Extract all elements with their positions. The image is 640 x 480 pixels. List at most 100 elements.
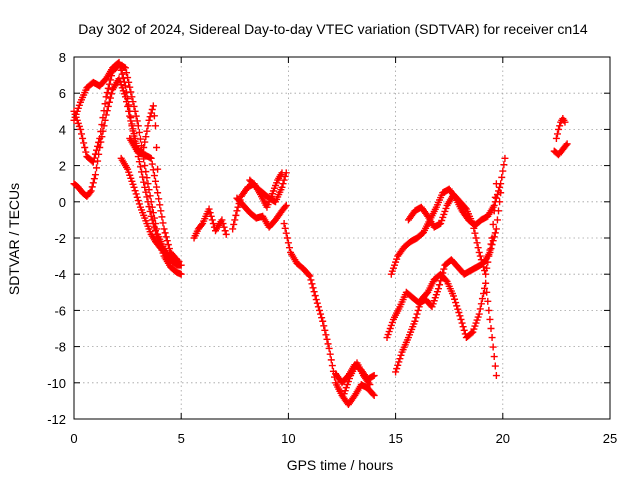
data-point	[140, 144, 148, 151]
data-point	[121, 82, 129, 90]
data-point	[124, 95, 132, 103]
data-point	[454, 305, 462, 313]
data-point	[123, 69, 131, 77]
data-point	[456, 312, 464, 320]
data-point	[147, 154, 155, 162]
data-point	[317, 310, 325, 318]
y-axis-label: SDTVAR / TECUs	[6, 183, 22, 295]
data-point	[395, 358, 403, 366]
data-point	[322, 331, 330, 339]
data-point	[151, 227, 159, 235]
data-point	[486, 315, 494, 323]
data-point	[153, 144, 161, 151]
data-point	[79, 134, 87, 142]
series-track-i	[246, 169, 290, 206]
data-point	[553, 130, 561, 138]
data-point	[143, 127, 151, 135]
x-tick-label: 10	[281, 431, 295, 446]
data-point	[163, 237, 171, 245]
data-point	[119, 74, 127, 82]
data-point	[81, 144, 89, 151]
data-point	[459, 323, 467, 331]
data-point	[326, 350, 334, 358]
data-points	[70, 58, 571, 409]
data-point	[219, 220, 227, 228]
data-point	[105, 80, 113, 88]
series-track-d	[117, 154, 183, 266]
x-tick-label: 0	[70, 431, 77, 446]
y-tick-label: 0	[59, 195, 66, 210]
data-point	[205, 205, 213, 213]
data-point	[488, 334, 496, 342]
data-point	[206, 209, 214, 217]
data-point	[103, 89, 111, 97]
data-point	[161, 229, 169, 237]
data-point	[311, 292, 319, 300]
data-point	[470, 224, 478, 232]
data-point	[484, 258, 492, 266]
data-point	[138, 168, 146, 176]
data-point	[458, 319, 466, 327]
data-point	[231, 216, 239, 224]
data-point	[474, 244, 482, 252]
series-track-o	[392, 270, 500, 380]
data-point	[501, 154, 509, 162]
data-point	[475, 310, 483, 318]
data-point	[313, 299, 321, 307]
series-track-q	[552, 115, 569, 142]
data-point	[158, 213, 166, 221]
data-point	[140, 178, 148, 186]
data-point	[222, 230, 230, 238]
data-point	[461, 204, 469, 212]
y-tick-label: -12	[47, 412, 66, 427]
data-point	[496, 198, 504, 206]
series-track-r	[550, 140, 571, 159]
data-point	[411, 317, 419, 325]
data-point	[135, 128, 143, 136]
data-point	[148, 160, 156, 168]
data-point	[416, 299, 424, 307]
y-tick-label: -2	[54, 231, 66, 246]
data-point	[91, 171, 99, 179]
data-point	[121, 64, 129, 72]
data-point	[150, 223, 158, 231]
data-point	[101, 116, 109, 124]
data-point	[133, 193, 141, 201]
data-point	[473, 239, 481, 247]
y-tick-label: 4	[59, 122, 66, 137]
data-point	[492, 225, 500, 233]
data-point	[453, 302, 461, 310]
data-point	[285, 244, 293, 252]
data-point	[493, 216, 501, 224]
data-point	[89, 179, 97, 187]
data-point	[130, 130, 138, 138]
data-point	[96, 144, 104, 151]
data-point	[476, 305, 484, 313]
data-point	[471, 229, 479, 237]
data-point	[124, 102, 132, 110]
data-point	[308, 280, 316, 288]
data-point	[320, 322, 328, 330]
data-point	[477, 300, 485, 308]
data-point	[281, 224, 289, 232]
data-point	[563, 140, 571, 148]
data-point	[328, 362, 336, 370]
data-point	[162, 233, 170, 241]
y-tick-label: -4	[54, 267, 66, 282]
x-tick-label: 15	[388, 431, 402, 446]
data-point	[177, 270, 185, 278]
data-point	[440, 265, 448, 273]
data-point	[552, 134, 560, 142]
data-point	[116, 62, 124, 70]
data-point	[480, 290, 488, 298]
series-track-c	[70, 58, 181, 264]
chart-title: Day 302 of 2024, Sidereal Day-to-day VTE…	[78, 21, 588, 37]
data-point	[281, 172, 289, 180]
data-point	[220, 223, 228, 231]
data-point	[315, 306, 323, 314]
data-point	[396, 355, 404, 363]
data-point	[108, 90, 116, 98]
series-track-e	[126, 102, 162, 173]
data-point	[132, 190, 140, 198]
data-point	[159, 219, 167, 227]
